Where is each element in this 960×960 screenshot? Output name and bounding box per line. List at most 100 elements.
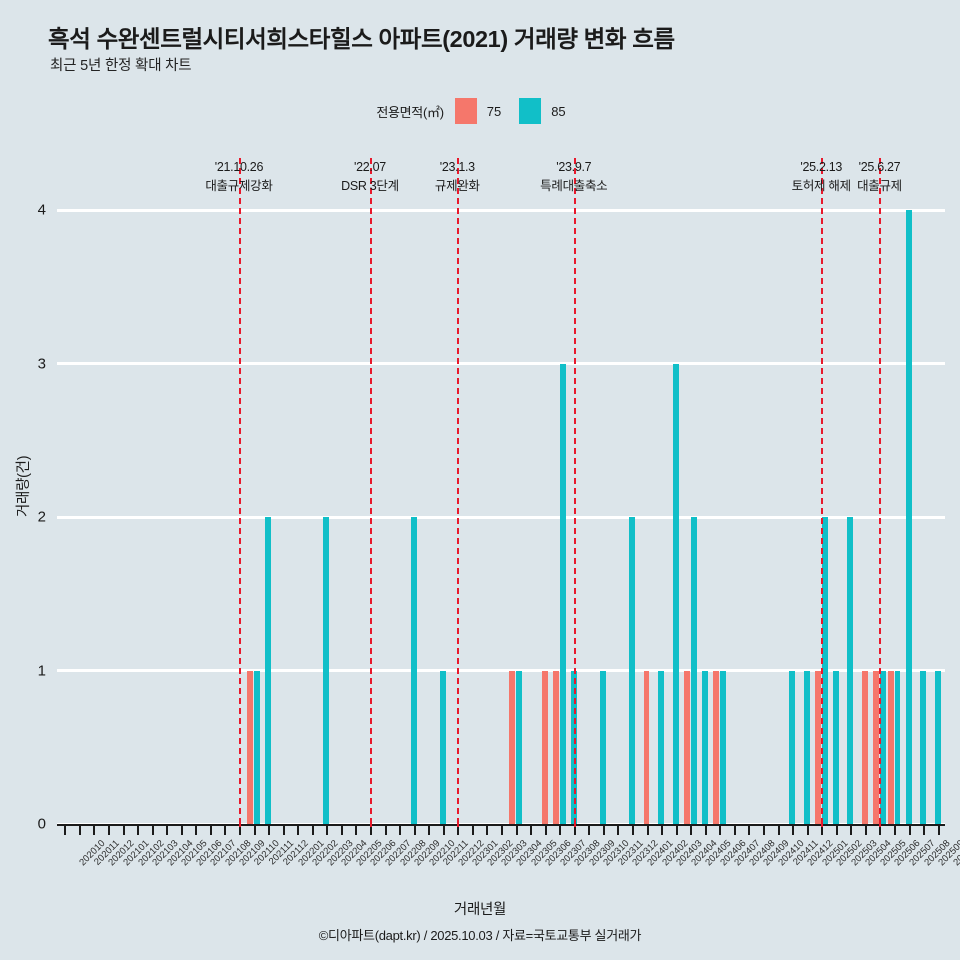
x-tick-202211 [428, 826, 431, 835]
bar-202111-75[interactable] [247, 670, 254, 824]
bar-202506-75[interactable] [873, 670, 880, 824]
bar-202509-85[interactable] [920, 670, 927, 824]
event-date-202502: '25.2.13 [800, 160, 843, 174]
event-name-202506: 대출규제 [857, 179, 902, 194]
x-tick-202204 [326, 826, 329, 835]
bar-202502-75[interactable] [815, 670, 821, 824]
event-date-202506: '25.6.27 [858, 160, 901, 174]
event-name-202207: DSR 3단계 [341, 179, 399, 194]
x-tick-202401 [632, 826, 635, 835]
x-tick-202101 [107, 826, 110, 835]
gridline-1 [57, 669, 945, 672]
x-tick-event-202502 [821, 818, 824, 827]
x-tick-202506 [879, 826, 882, 835]
legend-item-85[interactable]: 85 [519, 98, 566, 124]
legend-item-75[interactable]: 75 [454, 98, 502, 124]
event-line-202506 [879, 158, 882, 824]
bar-202405-85[interactable] [690, 517, 697, 824]
bar-202501-85[interactable] [803, 670, 810, 824]
bar-202210-85[interactable] [410, 517, 417, 824]
x-tick-202305 [515, 826, 518, 835]
event-label-202110: '21.10.26 대출규제강화 [159, 158, 319, 197]
legend-swatch-85 [519, 98, 542, 124]
x-tick-202110 [238, 826, 241, 835]
x-tick-202205 [340, 826, 343, 835]
bar-202507-75[interactable] [887, 670, 894, 824]
x-tick-event-202309 [573, 818, 576, 827]
bar-202507-85[interactable] [894, 670, 901, 824]
x-tick-202111 [253, 826, 256, 835]
y-tick-label-1: 1 [37, 662, 46, 679]
y-axis-title: 거래량(건) [16, 455, 32, 517]
bar-202307-75[interactable] [541, 670, 548, 824]
bar-202308-85[interactable] [559, 363, 566, 824]
bar-202112-85[interactable] [265, 517, 271, 824]
x-tick-202405 [690, 826, 693, 835]
x-tick-202404 [675, 826, 678, 835]
event-label-202207: '22.07 DSR 3단계 [290, 158, 450, 197]
bar-202505-75[interactable] [862, 670, 868, 824]
bar-202506-85[interactable] [880, 670, 886, 824]
bar-202508-85[interactable] [905, 210, 912, 824]
event-date-202301: '23.1.3 [439, 160, 475, 174]
footer-credit: ©디아파트(dapt.kr) / 2025.10.03 / 자료=국토교통부 실… [318, 928, 642, 943]
x-tick-202402 [646, 826, 649, 835]
legend-title: 전용면적(㎡) [376, 104, 444, 120]
x-tick-202103 [137, 826, 140, 835]
bar-202402-75[interactable] [643, 670, 650, 824]
bar-202311-85[interactable] [599, 670, 606, 824]
x-tick-202301 [457, 826, 460, 835]
bar-202308-75[interactable] [552, 670, 559, 824]
x-tick-202206 [355, 826, 358, 835]
page-title: 흑석 수완센트럴시티서희스타힐스 아파트(2021) 거래량 변화 흐름 [48, 26, 675, 52]
legend-label-75: 75 [486, 103, 502, 119]
x-tick-202112 [268, 826, 271, 835]
x-tick-event-202110 [238, 818, 241, 827]
bar-202406-85[interactable] [701, 670, 708, 824]
bar-202404-85[interactable] [672, 363, 679, 824]
event-name-202502: 토허제 해제 [791, 179, 851, 194]
x-tick-202104 [151, 826, 154, 835]
bar-202407-85[interactable] [719, 670, 726, 824]
bar-202305-75[interactable] [509, 670, 516, 824]
bar-202503-85[interactable] [832, 670, 839, 824]
bar-202407-75[interactable] [713, 670, 719, 824]
x-tick-202202 [297, 826, 300, 835]
bar-202305-85[interactable] [516, 670, 522, 824]
x-tick-202504 [850, 826, 853, 835]
x-tick-202403 [661, 826, 664, 835]
x-tick-202304 [501, 826, 503, 835]
bar-202401-85[interactable] [629, 517, 635, 824]
chart-subtitle: 최근 5년 한정 확대 차트 [50, 58, 192, 74]
bar-202111-85[interactable] [254, 670, 260, 824]
y-tick-label-0: 0 [37, 815, 46, 833]
x-tick-202503 [835, 826, 838, 835]
event-label-202301: '23.1.3 규제완화 [377, 158, 537, 197]
y-tick-label-3: 3 [37, 355, 46, 372]
x-tick-202407 [719, 826, 722, 835]
x-tick-202502 [821, 826, 824, 835]
x-tick-202508 [908, 826, 911, 835]
x-tick-202105 [166, 826, 169, 835]
bar-202204-85[interactable] [323, 517, 330, 824]
bar-202212-85[interactable] [439, 670, 446, 824]
bar-202405-75[interactable] [683, 670, 690, 824]
x-tick-202507 [894, 826, 897, 835]
event-line-202301 [457, 158, 460, 824]
bar-202502-85[interactable] [821, 517, 828, 824]
bar-202403-85[interactable] [658, 670, 665, 824]
x-tick-202411 [777, 826, 780, 835]
y-axis-tick-labels: 0 1 2 3 4 [0, 202, 57, 833]
bar-202510-85[interactable] [934, 670, 941, 824]
x-tick-202406 [704, 826, 707, 835]
x-tick-202410 [763, 826, 766, 835]
legend-label-85: 85 [551, 103, 566, 119]
legend-swatch-75 [454, 98, 477, 124]
bar-202504-85[interactable] [847, 517, 854, 824]
event-name-202110: 대출규제강화 [205, 179, 273, 194]
x-tick-202412 [792, 826, 795, 835]
x-tick-202309 [573, 826, 576, 835]
bar-202412-85[interactable] [789, 670, 796, 824]
x-tick-202408 [733, 826, 736, 835]
